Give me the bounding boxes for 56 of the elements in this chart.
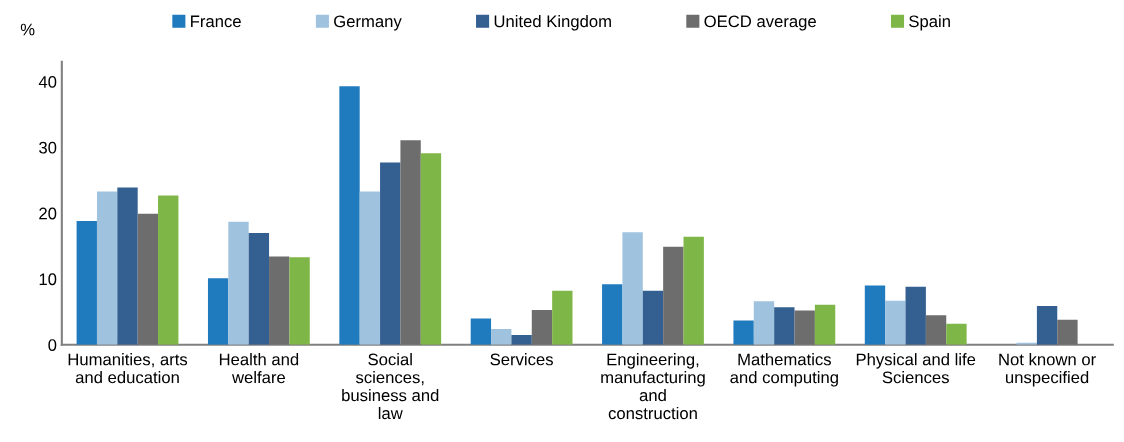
bar bbox=[885, 300, 906, 345]
bar bbox=[339, 86, 360, 345]
bar bbox=[380, 162, 401, 345]
bar bbox=[642, 290, 664, 345]
bar bbox=[602, 284, 623, 345]
legend-label: United Kingdom bbox=[494, 15, 611, 31]
bar bbox=[76, 221, 97, 345]
bar bbox=[663, 246, 684, 345]
y-tick-label: 20 bbox=[39, 207, 57, 220]
bar bbox=[117, 187, 138, 345]
bar bbox=[753, 301, 775, 345]
bar bbox=[814, 304, 836, 345]
y-tick-label: 30 bbox=[39, 141, 57, 154]
bar bbox=[622, 232, 643, 345]
bar bbox=[905, 286, 926, 345]
bar bbox=[400, 140, 421, 345]
bar bbox=[359, 191, 381, 345]
x-tick-label: Humanities, arts and education bbox=[68, 353, 188, 384]
x-tick-label: Physical and life Sciences bbox=[856, 353, 976, 384]
legend-label: OECD average bbox=[704, 15, 816, 31]
bar bbox=[269, 256, 290, 345]
bar bbox=[511, 334, 532, 345]
legend-label: Germany bbox=[334, 15, 402, 31]
legend-label: Spain bbox=[909, 15, 950, 31]
bar bbox=[925, 315, 947, 345]
bar bbox=[248, 232, 270, 345]
bar bbox=[207, 278, 229, 345]
y-tick-label: 40 bbox=[38, 76, 57, 88]
bar bbox=[864, 285, 886, 345]
bar bbox=[531, 309, 553, 345]
bar bbox=[158, 195, 179, 345]
x-tick-label: Engineering, manufacturing and construction bbox=[601, 353, 705, 420]
bar bbox=[289, 257, 310, 345]
x-tick-label: Not known or unspecified bbox=[999, 353, 1096, 387]
y-axis-title: % bbox=[20, 23, 35, 36]
bar bbox=[1036, 305, 1058, 345]
x-tick-label: Mathematics and computing bbox=[730, 353, 838, 387]
bar bbox=[1057, 319, 1078, 345]
x-tick-label: Social sciences, business and law bbox=[342, 353, 439, 420]
x-tick-label: Services bbox=[490, 353, 553, 366]
legend-label: France bbox=[191, 15, 241, 28]
bar bbox=[420, 153, 442, 345]
y-tick-label: 0 bbox=[48, 339, 57, 351]
bar bbox=[946, 323, 967, 345]
bar bbox=[794, 310, 815, 345]
bar bbox=[228, 221, 249, 345]
x-tick-label: Health and welfare bbox=[219, 353, 299, 384]
bar bbox=[96, 191, 118, 345]
bar bbox=[774, 307, 795, 345]
bar bbox=[552, 290, 573, 345]
bar bbox=[733, 320, 754, 345]
bar bbox=[137, 213, 159, 345]
y-tick-label: 10 bbox=[39, 273, 57, 286]
bar bbox=[470, 318, 492, 345]
bar bbox=[683, 236, 704, 345]
bar bbox=[491, 328, 512, 345]
